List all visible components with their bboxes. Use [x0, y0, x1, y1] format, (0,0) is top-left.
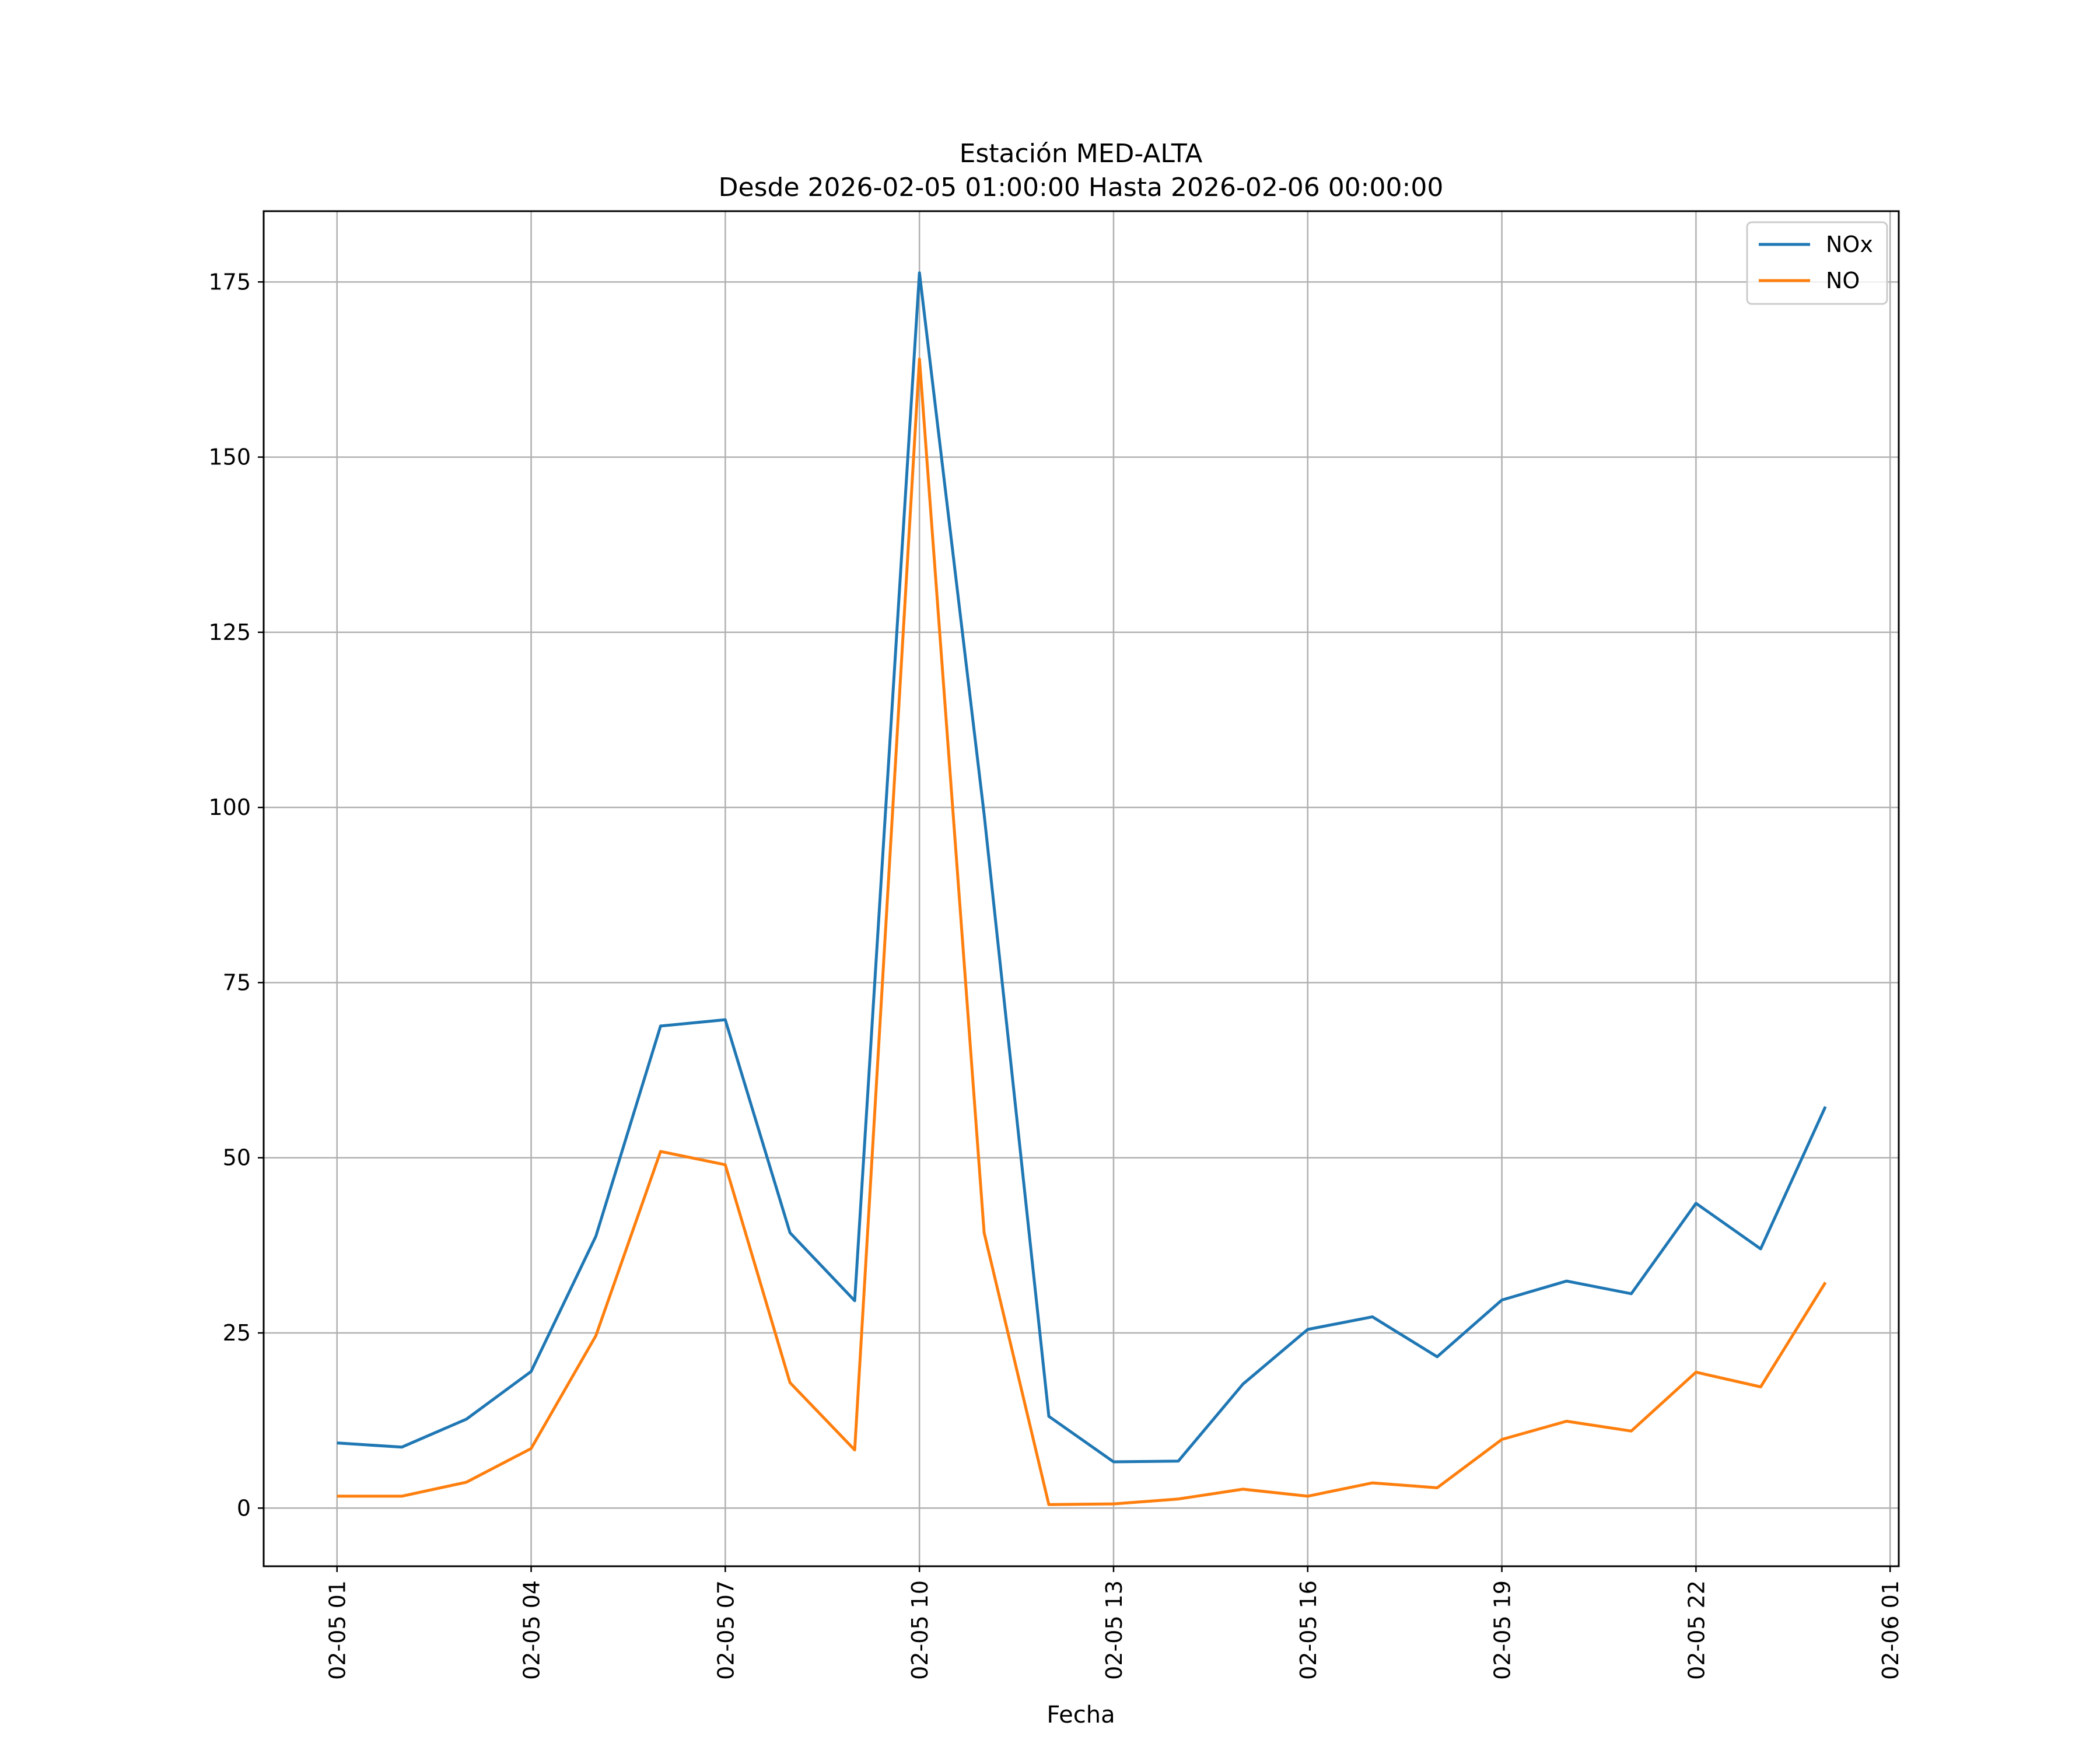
plot-frame	[262, 210, 1900, 1567]
x-tick-label: 02-05 10	[907, 1580, 933, 1680]
chart-title: Estación MED-ALTA	[960, 139, 1203, 169]
x-tick-label: 02-05 04	[519, 1580, 545, 1680]
y-tick-label: 100	[208, 794, 251, 820]
x-tick-label: 02-05 13	[1101, 1580, 1127, 1680]
series-line-nox	[337, 271, 1827, 1464]
y-tick-label: 75	[223, 970, 251, 995]
y-tick-label: 150	[208, 444, 251, 470]
y-axis: 0 25 50 75 100 125 150 175	[208, 269, 264, 1521]
x-axis: 02-05 01 02-05 04 02-05 07 02-05 10 02-05 13…	[325, 1566, 1903, 1680]
x-tick-label: 02-05 16	[1296, 1580, 1321, 1680]
x-tick-label: 02-05 22	[1684, 1580, 1709, 1680]
x-tick-label: 02-05 07	[713, 1580, 738, 1680]
chart-subtitle: Desde 2026-02-05 01:00:00 Hasta 2026-02-…	[719, 173, 1444, 202]
plot-lines	[337, 271, 1827, 1506]
y-tick-label: 50	[223, 1145, 251, 1171]
grid	[264, 211, 1899, 1566]
y-tick-label: 0	[237, 1495, 251, 1521]
legend: NOx NO	[1746, 221, 1888, 305]
y-tick-label: 175	[208, 269, 251, 295]
legend-no-label: NO	[1826, 268, 1860, 293]
x-tick-label: 02-05 19	[1490, 1580, 1516, 1680]
legend-box	[1746, 221, 1888, 305]
x-tick-label: 02-06 01	[1878, 1580, 1903, 1680]
legend-nox-label: NOx	[1826, 232, 1873, 257]
x-axis-label: Fecha	[1046, 1702, 1115, 1728]
y-tick-label: 125	[208, 620, 251, 645]
y-tick-label: 25	[223, 1320, 251, 1346]
x-tick-label: 02-05 01	[325, 1580, 351, 1680]
series-line-no	[337, 357, 1827, 1506]
